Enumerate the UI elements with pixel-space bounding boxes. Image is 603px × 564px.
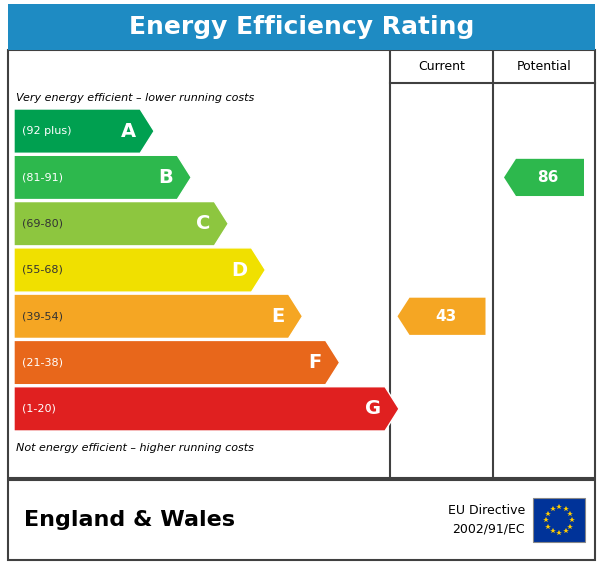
Text: 86: 86	[537, 170, 559, 185]
Text: (21-38): (21-38)	[22, 358, 63, 368]
Text: (81-91): (81-91)	[22, 173, 63, 182]
Text: England & Wales: England & Wales	[24, 510, 235, 530]
Polygon shape	[14, 201, 229, 246]
Bar	[533, 498, 585, 542]
Text: Not energy efficient – higher running costs: Not energy efficient – higher running co…	[16, 443, 254, 453]
Text: A: A	[121, 122, 136, 140]
Text: Current: Current	[418, 60, 465, 73]
Bar	[8, 480, 595, 560]
Text: F: F	[308, 353, 321, 372]
Text: (69-80): (69-80)	[22, 219, 63, 229]
Text: (55-68): (55-68)	[22, 265, 63, 275]
Text: D: D	[232, 261, 247, 280]
Polygon shape	[14, 294, 303, 338]
Text: G: G	[365, 399, 381, 418]
Polygon shape	[14, 109, 154, 153]
Text: C: C	[196, 214, 210, 233]
Text: (39-54): (39-54)	[22, 311, 63, 321]
Polygon shape	[14, 155, 191, 200]
Bar	[8, 50, 595, 478]
Polygon shape	[14, 387, 399, 431]
Polygon shape	[14, 341, 339, 385]
Text: (1-20): (1-20)	[22, 404, 56, 414]
Polygon shape	[397, 298, 485, 335]
Text: Energy Efficiency Rating: Energy Efficiency Rating	[129, 15, 474, 39]
Text: 43: 43	[435, 309, 456, 324]
Text: (92 plus): (92 plus)	[22, 126, 72, 136]
Bar	[8, 4, 595, 50]
Polygon shape	[504, 159, 584, 196]
Text: EU Directive: EU Directive	[448, 505, 525, 518]
Text: Potential: Potential	[517, 60, 572, 73]
Text: B: B	[159, 168, 173, 187]
Text: E: E	[271, 307, 285, 326]
Text: 2002/91/EC: 2002/91/EC	[452, 522, 525, 535]
Text: Very energy efficient – lower running costs: Very energy efficient – lower running co…	[16, 93, 254, 103]
Polygon shape	[14, 248, 265, 292]
